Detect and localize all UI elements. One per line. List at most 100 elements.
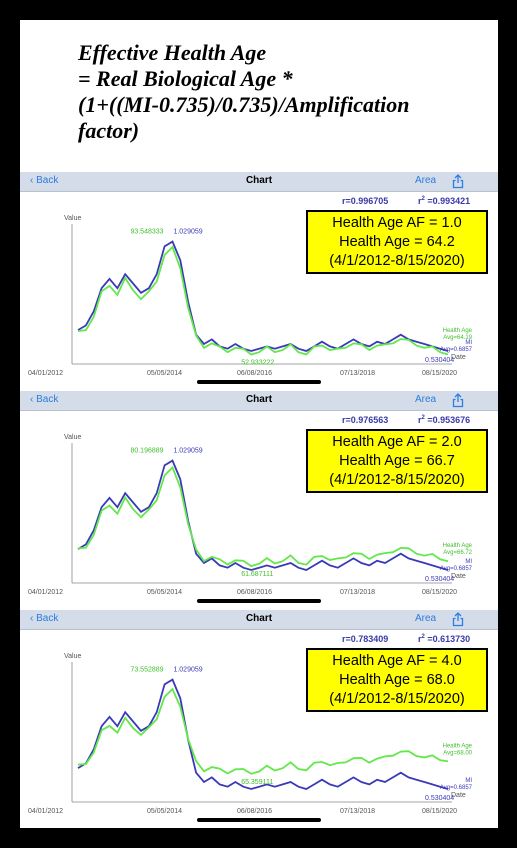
- correlation-r-squared: r2 =0.993421: [418, 196, 470, 206]
- back-button[interactable]: ‹ Back: [30, 175, 59, 186]
- home-indicator[interactable]: [197, 599, 321, 603]
- line-chart: Value 93.548333 1.029059 52.933222 0.530…: [28, 215, 473, 377]
- peak-mi-label: 1.029059: [173, 448, 202, 455]
- line-chart: Value 80.196889 1.029059 61.687111 0.530…: [28, 434, 473, 596]
- x-tick-start: 04/01/2012: [28, 589, 63, 596]
- min-health-age-label: 61.687111: [241, 571, 273, 578]
- callout-af: Health Age AF = 2.0: [332, 434, 462, 450]
- x-tick: 05/05/2014: [147, 808, 182, 815]
- x-tick: 05/05/2014: [147, 589, 182, 596]
- nav-bar: ‹ Back Chart Area: [20, 391, 498, 411]
- callout-date-range: (4/1/2012-8/15/2020): [329, 253, 465, 269]
- formula-line-1: Effective Health Age: [78, 40, 267, 65]
- legend-mi-avg: Avg=0.6857: [440, 566, 473, 572]
- y-axis-label: Value: [64, 434, 81, 441]
- callout-health-age: Health Age = 68.0: [339, 672, 455, 688]
- formula-line-4: factor): [78, 118, 140, 143]
- x-tick: 05/05/2014: [147, 370, 182, 377]
- r2-prefix: r: [418, 415, 422, 425]
- peak-mi-label: 1.029059: [173, 229, 202, 236]
- legend-health-age-name: Health Age: [443, 743, 473, 749]
- x-tick: 07/13/2018: [340, 370, 375, 377]
- share-icon[interactable]: [451, 612, 465, 627]
- share-icon[interactable]: [451, 174, 465, 189]
- area-button[interactable]: Area: [415, 394, 437, 405]
- chart-panel-af2: ‹ Back Chart Area r=0.976563 r2 =0.95367…: [20, 391, 498, 609]
- callout-health-age: Health Age = 64.2: [339, 234, 455, 250]
- peak-health-age-label: 80.196889: [130, 448, 163, 455]
- correlation-r: r=0.996705: [342, 196, 389, 206]
- legend-health-age-name: Health Age: [443, 543, 473, 549]
- back-label: Back: [36, 394, 59, 405]
- r2-value: =0.613730: [424, 634, 471, 644]
- callout-health-age: Health Age = 66.7: [339, 453, 455, 469]
- x-tick: 06/08/2016: [237, 808, 272, 815]
- legend-health-age-avg: Avg=64.19: [443, 335, 472, 341]
- home-indicator[interactable]: [197, 380, 321, 384]
- legend-health-age-avg: Avg=68.00: [443, 750, 472, 756]
- screenshot-collage: Effective Health Age = Real Biological A…: [20, 20, 498, 828]
- area-button[interactable]: Area: [415, 175, 437, 186]
- min-mi-label: 0.530404: [425, 795, 454, 802]
- correlation-r-squared: r2 =0.613730: [418, 634, 470, 644]
- area-button[interactable]: Area: [415, 613, 437, 624]
- health-age-callout: Health Age AF = 1.0 Health Age = 64.2 (4…: [306, 210, 488, 274]
- nav-bar: ‹ Back Chart Area: [20, 172, 498, 192]
- x-axis-label: Date: [451, 792, 466, 799]
- legend-mi-name: MI: [465, 340, 472, 346]
- back-button[interactable]: ‹ Back: [30, 613, 59, 624]
- x-tick: 08/15/2020: [422, 589, 457, 596]
- x-tick-start: 04/01/2012: [28, 370, 63, 377]
- r2-value: =0.953676: [424, 415, 471, 425]
- share-icon[interactable]: [451, 393, 465, 408]
- x-tick: 08/15/2020: [422, 370, 457, 377]
- formula-line-2: = Real Biological Age *: [78, 66, 293, 91]
- back-label: Back: [36, 613, 59, 624]
- back-label: Back: [36, 175, 59, 186]
- x-tick: 07/13/2018: [340, 808, 375, 815]
- line-chart: Value 73.552889 1.029059 65.359111 0.530…: [28, 653, 473, 815]
- series-mi-line: [77, 459, 449, 571]
- nav-bar: ‹ Back Chart Area: [20, 610, 498, 630]
- health-age-callout: Health Age AF = 2.0 Health Age = 66.7 (4…: [306, 429, 488, 493]
- r2-superscript: 2: [421, 415, 425, 421]
- series-health-age-line: [77, 465, 449, 568]
- chart-panel-af1: ‹ Back Chart Area r=0.996705 r2 =0.99342…: [20, 172, 498, 390]
- series-health-age-line: [77, 687, 449, 775]
- peak-mi-label: 1.029059: [173, 667, 202, 674]
- formula-line-3: (1+((MI-0.735)/0.735)/Amplification: [78, 92, 410, 117]
- r2-superscript: 2: [421, 634, 425, 640]
- legend-health-age-name: Health Age: [443, 328, 473, 334]
- back-button[interactable]: ‹ Back: [30, 394, 59, 405]
- x-axis-label: Date: [451, 573, 466, 580]
- x-tick: 07/13/2018: [340, 589, 375, 596]
- series-mi-line: [77, 240, 449, 352]
- legend-health-age-avg: Avg=66.72: [443, 550, 472, 556]
- legend-mi-avg: Avg=0.6857: [440, 347, 473, 353]
- correlation-r: r=0.976563: [342, 415, 389, 425]
- r2-superscript: 2: [421, 196, 425, 202]
- legend-mi-avg: Avg=0.6857: [440, 785, 473, 791]
- peak-health-age-label: 93.548333: [130, 229, 163, 236]
- x-tick: 06/08/2016: [237, 589, 272, 596]
- callout-date-range: (4/1/2012-8/15/2020): [329, 691, 465, 707]
- min-mi-label: 0.530404: [425, 576, 454, 583]
- peak-health-age-label: 73.552889: [130, 667, 163, 674]
- callout-date-range: (4/1/2012-8/15/2020): [329, 472, 465, 488]
- min-health-age-label: 52.933222: [241, 359, 274, 366]
- r2-prefix: r: [418, 634, 422, 644]
- chart-panel-af4: ‹ Back Chart Area r=0.783409 r2 =0.61373…: [20, 610, 498, 828]
- correlation-r-squared: r2 =0.953676: [418, 415, 470, 425]
- series-mi-line: [77, 678, 449, 790]
- x-tick-start: 04/01/2012: [28, 808, 63, 815]
- y-axis-label: Value: [64, 215, 81, 222]
- health-age-callout: Health Age AF = 4.0 Health Age = 68.0 (4…: [306, 648, 488, 712]
- x-axis-label: Date: [451, 354, 466, 361]
- min-health-age-label: 65.359111: [241, 779, 273, 786]
- home-indicator[interactable]: [197, 818, 321, 822]
- y-axis-label: Value: [64, 653, 81, 660]
- series-health-age-line: [77, 245, 449, 356]
- formula-caption: Effective Health Age = Real Biological A…: [78, 40, 488, 144]
- min-mi-label: 0.530404: [425, 357, 454, 364]
- x-tick: 06/08/2016: [237, 370, 272, 377]
